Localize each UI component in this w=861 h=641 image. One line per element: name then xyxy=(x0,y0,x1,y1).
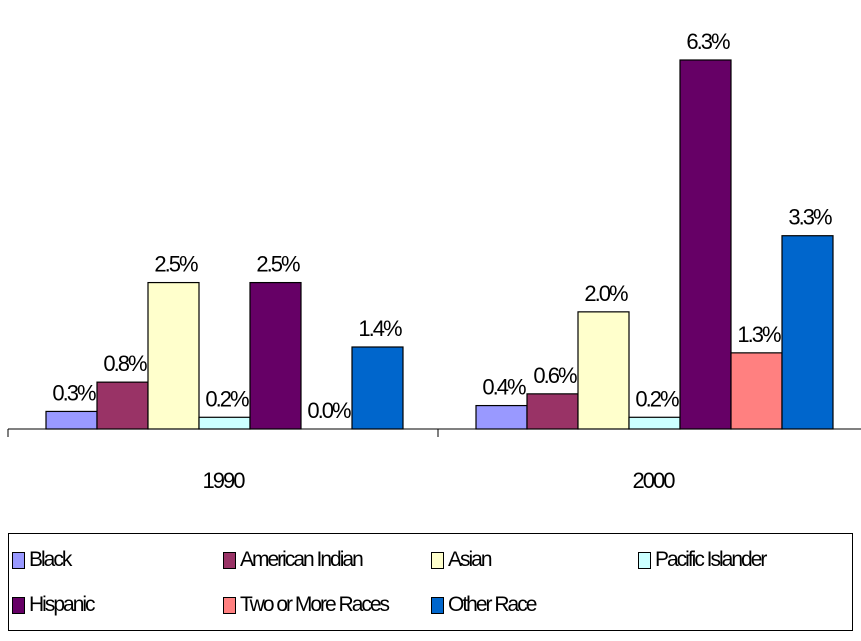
bar-american-indian-1990 xyxy=(96,381,149,430)
legend-swatch xyxy=(638,551,651,569)
data-label-other-race-1990: 1.4% xyxy=(358,316,402,341)
legend-label: Hispanic xyxy=(29,593,96,616)
bar-hispanic-1990 xyxy=(249,281,302,430)
data-label-hispanic-2000: 6.3% xyxy=(686,29,730,54)
legend-swatch xyxy=(431,596,444,614)
data-label-american-indian-1990: 0.8% xyxy=(103,351,147,376)
data-label-american-indian-2000: 0.6% xyxy=(533,363,577,388)
data-label-black-2000: 0.4% xyxy=(482,375,526,400)
bar-pacific-islander-2000 xyxy=(628,416,681,430)
legend-item-american-indian: American Indian xyxy=(223,547,364,573)
legend-swatch xyxy=(12,596,25,614)
legend-label: Other Race xyxy=(448,593,537,616)
bar-black-1990 xyxy=(45,410,98,430)
legend-swatch xyxy=(431,551,444,569)
legend-swatch xyxy=(223,551,236,569)
data-label-two-or-more-races-2000: 1.3% xyxy=(737,322,781,347)
legend-label: Two or More Races xyxy=(240,593,390,616)
bar-two-or-more-races-2000 xyxy=(730,352,783,430)
legend-label: American Indian xyxy=(240,548,364,571)
bar-pacific-islander-1990 xyxy=(198,416,251,430)
category-labels-layer: 1990 2000 xyxy=(203,468,678,493)
bar-asian-1990 xyxy=(147,281,200,430)
data-label-asian-1990: 2.5% xyxy=(154,252,198,277)
legend-item-two-or-more-races: Two or More Races xyxy=(223,592,390,618)
bar-chart: 0.3% 0.8% 2.5% 0.2% 2.5% 0.0% 1.4% 0.4% 0.6% 2.0%… xyxy=(7,29,861,493)
bar-other-race-1990 xyxy=(351,346,404,430)
legend-item-asian: Asian xyxy=(431,547,493,573)
bars-layer xyxy=(45,59,834,430)
data-label-pacific-islander-1990: 0.2% xyxy=(205,386,249,411)
data-label-two-or-more-races-1990: 0.0% xyxy=(307,398,351,423)
legend-swatch xyxy=(223,596,236,614)
legend-label: Pacific Islander xyxy=(655,548,767,571)
data-labels-layer: 0.3% 0.8% 2.5% 0.2% 2.5% 0.0% 1.4% 0.4% 0.6% 2.0%… xyxy=(52,29,834,423)
legend-label: Black xyxy=(29,548,72,571)
category-label-2000: 2000 xyxy=(633,468,676,493)
legend-item-pacific-islander: Pacific Islander xyxy=(638,547,767,573)
legend-item-black: Black xyxy=(12,547,72,573)
data-label-other-race-2000: 3.3% xyxy=(788,205,832,230)
legend-swatch xyxy=(12,551,25,569)
data-label-pacific-islander-2000: 0.2% xyxy=(635,386,679,411)
bar-hispanic-2000 xyxy=(679,59,732,430)
bar-other-race-2000 xyxy=(781,235,834,430)
bar-asian-2000 xyxy=(577,311,630,430)
data-label-hispanic-1990: 2.5% xyxy=(256,252,300,277)
legend-item-other-race: Other Race xyxy=(431,592,537,618)
legend-label: Asian xyxy=(448,548,493,571)
axis-layer xyxy=(7,428,861,437)
data-label-black-1990: 0.3% xyxy=(52,380,96,405)
chart-legend: Black American Indian Asian Pacific Islande… xyxy=(8,533,853,631)
bar-american-indian-2000 xyxy=(526,393,579,430)
bar-black-2000 xyxy=(475,404,528,430)
category-label-1990: 1990 xyxy=(203,468,246,493)
legend-item-hispanic: Hispanic xyxy=(12,592,96,618)
data-label-asian-2000: 2.0% xyxy=(584,281,628,306)
